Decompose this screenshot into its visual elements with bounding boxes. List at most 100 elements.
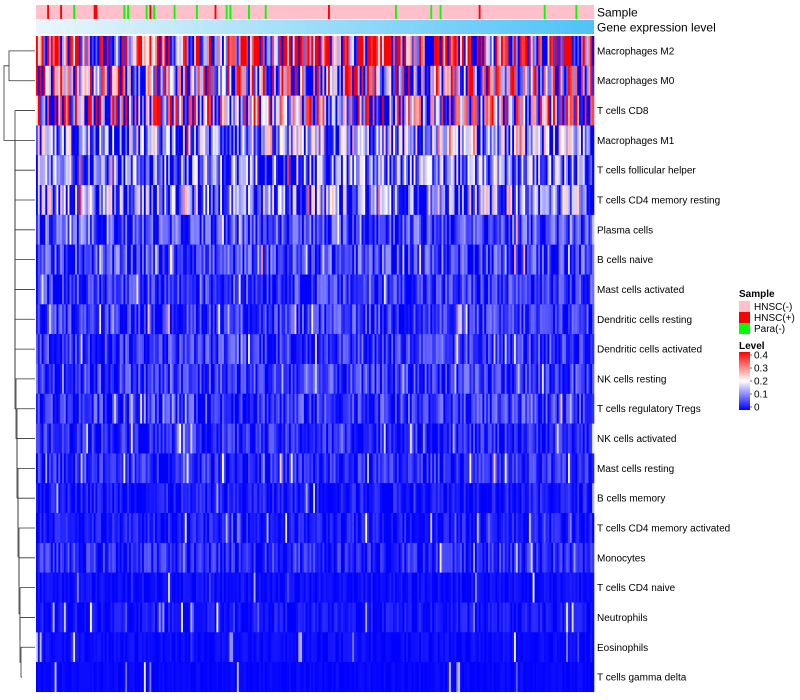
heatmap-cell [181, 364, 184, 394]
heatmap-cell [380, 36, 383, 66]
heatmap-cell [149, 155, 152, 186]
heatmap-cell [553, 65, 556, 96]
heatmap-cell [212, 393, 215, 424]
heatmap-cell [41, 95, 44, 126]
heatmap-cell [164, 185, 167, 215]
heatmap-cell [249, 244, 253, 275]
heatmap-cell [426, 423, 429, 454]
heatmap-cell [147, 304, 150, 335]
heatmap-cell [190, 513, 193, 543]
heatmap-cell [415, 65, 418, 96]
heatmap-cell [227, 423, 230, 454]
heatmap-cell [406, 244, 409, 275]
heatmap-cell [290, 36, 293, 66]
heatmap-cell [102, 125, 106, 156]
heatmap-cell [519, 274, 522, 305]
heatmap-cell [45, 364, 48, 394]
heatmap-cell [69, 483, 72, 514]
heatmap-cell [350, 274, 353, 305]
heatmap-cell [104, 125, 107, 156]
heatmap-cell [331, 214, 334, 245]
heatmap-cell [580, 65, 584, 96]
heatmap-cell [203, 185, 206, 215]
heatmap-cell [214, 185, 217, 215]
heatmap-cell [443, 334, 446, 364]
heatmap-cell [287, 36, 290, 66]
heatmap-cell [179, 364, 182, 394]
heatmap-cell [194, 513, 197, 543]
heatmap-cell [435, 95, 439, 126]
heatmap-cell [562, 304, 565, 335]
heatmap-cell [210, 483, 213, 514]
heatmap-cell [179, 304, 182, 335]
heatmap-cell [56, 155, 59, 186]
heatmap-cell [315, 334, 318, 364]
heatmap-cell [197, 334, 200, 364]
heatmap-cell [261, 185, 264, 215]
heatmap-cell [322, 334, 325, 364]
heatmap-cell [435, 214, 439, 245]
heatmap-cell [127, 423, 130, 454]
heatmap-cell [97, 274, 100, 305]
heatmap-cell [495, 36, 498, 66]
heatmap-cell [348, 274, 351, 305]
heatmap-cell [236, 125, 240, 156]
heatmap-cell [227, 214, 230, 245]
heatmap-cell [504, 334, 507, 364]
heatmap-cell [112, 334, 115, 364]
heatmap-cell [419, 423, 422, 454]
heatmap-cell [54, 95, 57, 126]
heatmap-cell [363, 304, 366, 335]
heatmap-cell [549, 393, 552, 424]
heatmap-cell [354, 244, 357, 275]
heatmap-cell [216, 125, 219, 156]
heatmap-cell [381, 393, 385, 424]
heatmap-cell [272, 274, 275, 305]
heatmap-cell [110, 483, 113, 514]
heatmap-cell [465, 304, 468, 335]
heatmap-cell [413, 185, 416, 215]
heatmap-cell [579, 36, 582, 66]
heatmap-cell [89, 453, 93, 484]
heatmap-cell [281, 513, 284, 543]
heatmap-cell [143, 364, 147, 394]
heatmap-cell [277, 155, 280, 186]
heatmap-cell [147, 244, 150, 275]
heatmap-cell [274, 483, 277, 514]
heatmap-cell [579, 274, 582, 305]
heatmap-cell [270, 393, 273, 424]
heatmap-cell [359, 274, 362, 305]
heatmap-cell [424, 334, 427, 364]
heatmap-cell [251, 65, 254, 96]
heatmap-cell [424, 36, 427, 66]
heatmap-cell [300, 423, 303, 454]
heatmap-cell [195, 95, 199, 126]
heatmap-cell [528, 125, 532, 156]
heatmap-cell [142, 244, 145, 275]
heatmap-cell [106, 393, 109, 424]
heatmap-cell [456, 155, 459, 186]
heatmap-cell [305, 364, 308, 394]
heatmap-cell [127, 304, 130, 335]
heatmap-cell [342, 185, 346, 215]
heatmap-cell [173, 453, 176, 484]
heatmap-cell [344, 304, 347, 335]
heatmap-cell [255, 244, 258, 275]
heatmap-cell [52, 155, 55, 186]
heatmap-cell [567, 483, 571, 514]
heatmap-cell [545, 185, 548, 215]
heatmap-cell [562, 483, 565, 514]
heatmap-cell [88, 304, 91, 335]
heatmap-cell [473, 274, 476, 305]
heatmap-cell [329, 364, 333, 394]
heatmap-cell [441, 155, 444, 186]
heatmap-cell [214, 453, 217, 484]
heatmap-cell [195, 36, 199, 66]
heatmap-cell [259, 36, 262, 66]
heatmap-cell [348, 304, 351, 335]
heatmap-cell [223, 364, 227, 394]
heatmap-cell [264, 453, 267, 484]
heatmap-cell [281, 155, 284, 186]
heatmap-cell [101, 214, 104, 245]
heatmap-cell [333, 36, 336, 66]
